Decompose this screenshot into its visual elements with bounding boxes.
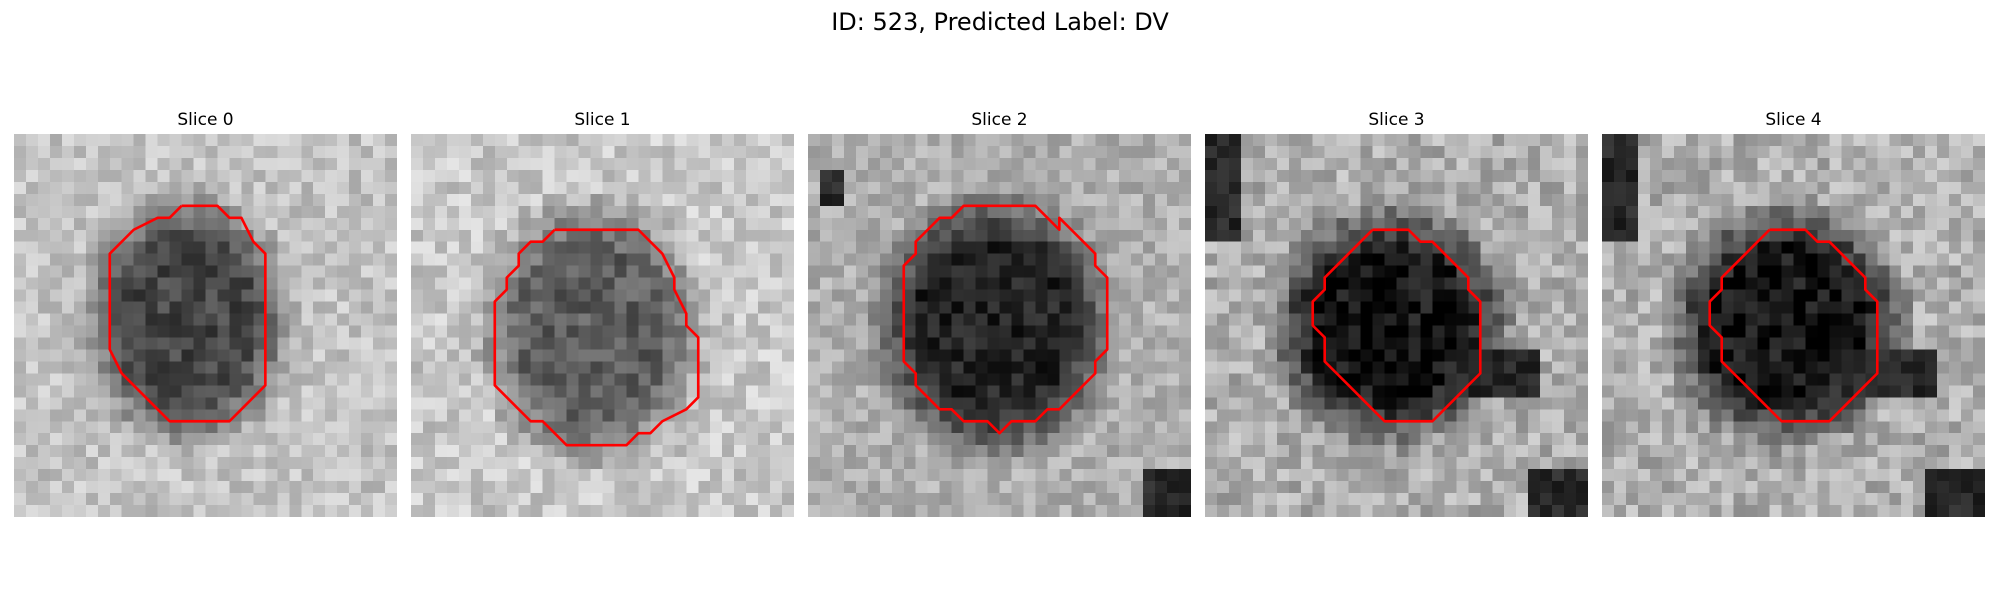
slice-contour-0 — [108, 204, 267, 423]
slice-contour-4 — [1708, 228, 1879, 423]
slice-image-0 — [14, 134, 397, 517]
slice-contour-2 — [902, 204, 1109, 435]
contour-line-1 — [493, 228, 700, 447]
contour-line-0 — [108, 204, 267, 423]
slice-title-4: Slice 4 — [1765, 110, 1822, 130]
figure-title: ID: 523, Predicted Label: DV — [831, 8, 1169, 36]
slice-contour-1 — [493, 228, 700, 447]
slice-title-0: Slice 0 — [177, 110, 234, 130]
slice-image-1 — [411, 134, 794, 517]
slice-title-1: Slice 1 — [574, 110, 631, 130]
slice-title-2: Slice 2 — [971, 110, 1028, 130]
contour-line-4 — [1708, 228, 1879, 423]
contour-line-2 — [902, 204, 1109, 435]
slice-image-4 — [1602, 134, 1985, 517]
slice-image-3 — [1205, 134, 1588, 517]
slice-image-2 — [808, 134, 1191, 517]
slice-contour-3 — [1311, 228, 1482, 423]
slice-title-3: Slice 3 — [1368, 110, 1425, 130]
contour-line-3 — [1311, 228, 1482, 423]
